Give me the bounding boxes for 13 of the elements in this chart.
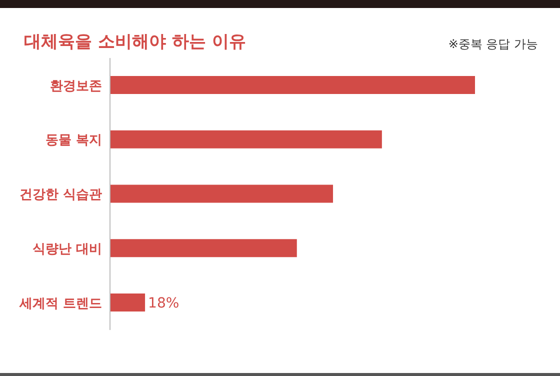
chart-subtitle: ※중복 응답 가능: [448, 36, 538, 53]
bar: [110, 239, 297, 258]
annotation: 18%: [148, 296, 180, 312]
y-tick-label: 건강한 식습관: [19, 188, 102, 203]
y-tick-label: 환경보존: [50, 78, 102, 94]
y-tick-label: 식량난 대비: [32, 242, 102, 258]
chart-title: 대체육을 소비해야 하는 이유: [24, 31, 246, 53]
bar: [110, 294, 146, 312]
y-tick-label: 세계적 트렌드: [18, 296, 102, 312]
bar: [110, 76, 475, 94]
bar: [110, 184, 334, 203]
bar: [110, 130, 382, 148]
y-tick-label: 동물 복지: [45, 133, 102, 148]
